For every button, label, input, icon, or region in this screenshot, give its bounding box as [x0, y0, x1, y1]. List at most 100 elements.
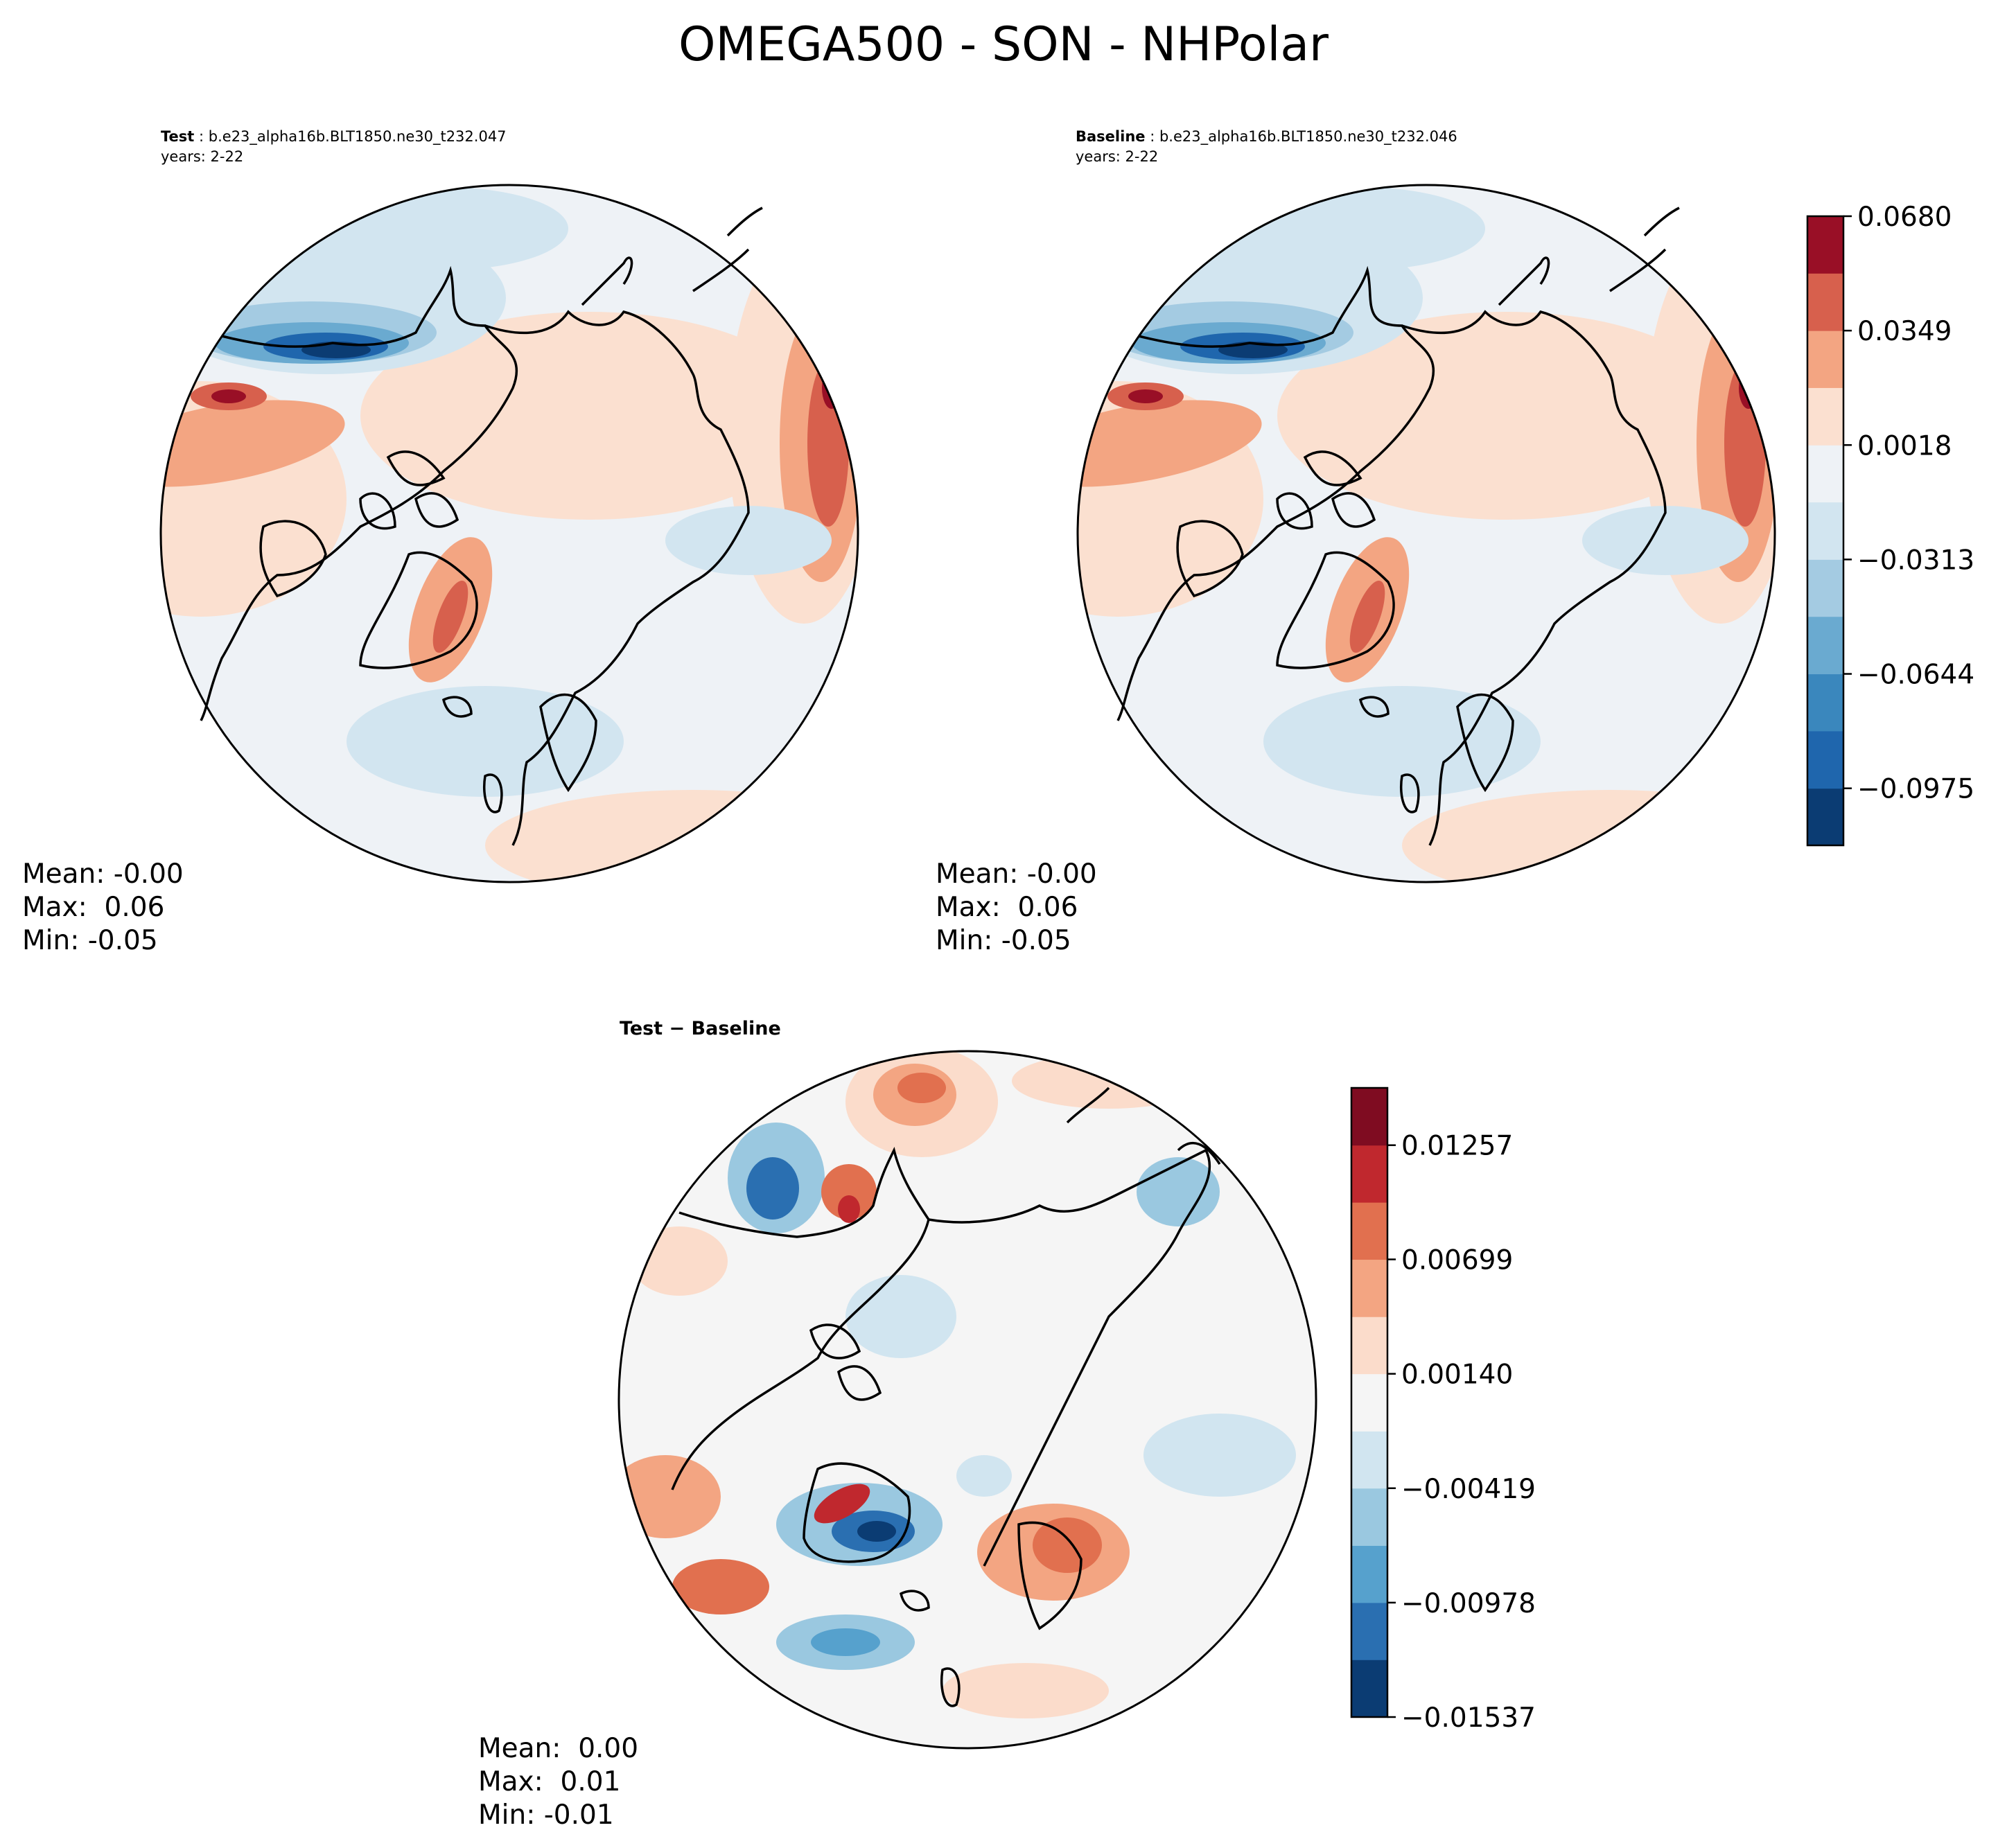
- colorbar-diff-tick-label: 0.00699: [1401, 1245, 1513, 1276]
- test-panel-header: Test : b.e23_alpha16b.BLT1850.ne30_t232.…: [161, 127, 507, 146]
- baseline-stats: Mean: -0.00 Max: 0.06 Min: -0.05: [936, 858, 1097, 958]
- diff-blob-south-pos: [943, 1663, 1109, 1718]
- colorbar-diff-tick-label: −0.01537: [1401, 1702, 1536, 1734]
- test-blob-east-hot: [807, 360, 849, 527]
- base-coast-iceland: [1358, 696, 1390, 718]
- base-blob-top-cool: [1236, 187, 1485, 270]
- colorbar-top-tick-label: 0.0349: [1857, 316, 1952, 347]
- diff-coast-scandinavia: [1017, 1521, 1083, 1630]
- test-blob-top-cool: [319, 187, 568, 270]
- diff-blob-east-neg: [1143, 1414, 1296, 1497]
- base-blob-atlantic-cool: [1263, 686, 1541, 797]
- diff-coast-north-america: [671, 1146, 930, 1490]
- diff-map-border: [617, 1050, 1317, 1750]
- diff-panel-header: Test − Baseline: [620, 1018, 781, 1039]
- base-blob-east-hot: [1724, 360, 1766, 527]
- colorbar-top-tick-label: 0.0018: [1857, 430, 1952, 461]
- colorbar-diff-color-band: [1351, 1145, 1387, 1203]
- test-coast-archipelago: [359, 450, 459, 530]
- test-coast-iceland: [441, 696, 473, 718]
- diff-blob-nw-pos2: [838, 1195, 860, 1223]
- base-blob-greenland-hot: [1349, 580, 1385, 653]
- test-coast-hudson: [259, 520, 327, 598]
- diff-label: Test − Baseline: [620, 1018, 781, 1039]
- colorbar-diff-tick-label: 0.00140: [1401, 1359, 1513, 1391]
- test-mean: Mean: -0.00: [22, 859, 184, 890]
- diff-max: Max: 0.01: [478, 1766, 621, 1797]
- base-blob-south-pos: [1402, 790, 1775, 882]
- test-blob-greenland-hot: [432, 580, 468, 653]
- baseline-mean: Mean: -0.00: [936, 859, 1097, 890]
- test-blob-east-cool: [665, 506, 832, 575]
- diff-mean: Mean: 0.00: [478, 1733, 639, 1764]
- test-separator: :: [194, 128, 209, 145]
- colorbar-diff-color-band: [1351, 1373, 1387, 1432]
- colorbar-top-color-band: [1807, 331, 1843, 388]
- colorbar-top-color-band: [1807, 216, 1843, 274]
- test-map-border: [159, 184, 859, 883]
- colorbar-top-frame: [1806, 215, 1845, 847]
- diff-coast-eurasia: [928, 1148, 1211, 1567]
- diff-map: [617, 1050, 1317, 1750]
- test-coast-north-america: [200, 265, 518, 721]
- baseline-map-border: [1076, 184, 1776, 883]
- base-coast-greenland: [1276, 551, 1395, 669]
- test-blob-west-hot2: [211, 389, 246, 403]
- base-coast-scandinavia: [1456, 693, 1514, 793]
- diff-blob-atlantic-neg2: [811, 1628, 880, 1656]
- colorbar-diff-color-band: [1351, 1431, 1387, 1489]
- baseline-label: Baseline: [1076, 128, 1146, 145]
- diff-coast-archipelago: [809, 1323, 882, 1401]
- baseline-map: [1076, 184, 1776, 883]
- diff-blob-scandi-pos2: [1033, 1517, 1102, 1573]
- diff-blob-center-neg: [956, 1455, 1012, 1497]
- diff-stats: Mean: 0.00 Max: 0.01 Min: -0.01: [478, 1732, 638, 1832]
- test-stats: Mean: -0.00 Max: 0.06 Min: -0.05: [22, 858, 184, 958]
- colorbar-diff-color-band: [1351, 1545, 1387, 1603]
- diff-coastlines: [671, 1086, 1221, 1707]
- base-blob-west-hot2: [1128, 389, 1163, 403]
- colorbar-diff-color-band: [1351, 1259, 1387, 1317]
- colorbar-top-tick-label: −0.0644: [1857, 660, 1974, 691]
- test-coast-greenland: [359, 551, 478, 669]
- test-min: Min: -0.05: [22, 925, 158, 956]
- baseline-max: Max: 0.06: [936, 892, 1078, 923]
- test-blob-atlantic-cool: [347, 686, 624, 797]
- base-coast-eurasia: [1401, 310, 1667, 846]
- colorbar-diff-color-band: [1351, 1602, 1387, 1660]
- test-coast-uk: [483, 773, 503, 813]
- base-coast-archipelago: [1276, 450, 1376, 530]
- diff-blob-west-pos2: [672, 1559, 769, 1614]
- colorbar-diff-color-band: [1351, 1317, 1387, 1375]
- baseline-coastlines: [1116, 206, 1680, 846]
- base-coast-north-america: [1116, 265, 1435, 721]
- colorbar-top-color-band: [1807, 387, 1843, 446]
- diff-blob-top-pos3: [897, 1073, 946, 1103]
- diff-blob-arctic-neg: [845, 1275, 956, 1358]
- base-coast-hudson: [1176, 520, 1244, 598]
- test-label: Test: [161, 128, 195, 145]
- colorbar-top-color-band: [1807, 273, 1843, 331]
- colorbar-top-color-band: [1807, 445, 1843, 503]
- base-coast-pacific-east: [1609, 206, 1680, 292]
- diff-coast-iceland: [899, 1590, 930, 1612]
- diff-blob-ne-neg: [1137, 1157, 1220, 1226]
- colorbar-diff-color-band: [1351, 1488, 1387, 1546]
- diff-blob-greenland-neg3: [857, 1521, 896, 1542]
- figure-title: OMEGA500 - SON - NHPolar: [678, 17, 1329, 72]
- colorbar-top-color-band: [1807, 616, 1843, 675]
- baseline-separator: :: [1145, 128, 1159, 145]
- colorbar-diff-tick-label: −0.00978: [1401, 1588, 1536, 1619]
- colorbar-diff-color-band: [1351, 1088, 1387, 1146]
- test-coast-alaska: [581, 256, 633, 306]
- colorbar-diff-tick-label: −0.00419: [1401, 1474, 1536, 1505]
- base-blob-atlantic-pos: [1277, 312, 1735, 520]
- diff-blob-greenland-pos: [814, 1484, 870, 1524]
- test-blob-atlantic-pos: [360, 312, 818, 520]
- colorbar-diff-color-band: [1351, 1660, 1387, 1718]
- baseline-panel-header: Baseline : b.e23_alpha16b.BLT1850.ne30_t…: [1076, 127, 1457, 146]
- colorbar-top-tick-label: 0.0680: [1857, 202, 1952, 233]
- diff-blob-nw-pos: [821, 1164, 877, 1220]
- test-blob-west-pos2: [161, 400, 345, 487]
